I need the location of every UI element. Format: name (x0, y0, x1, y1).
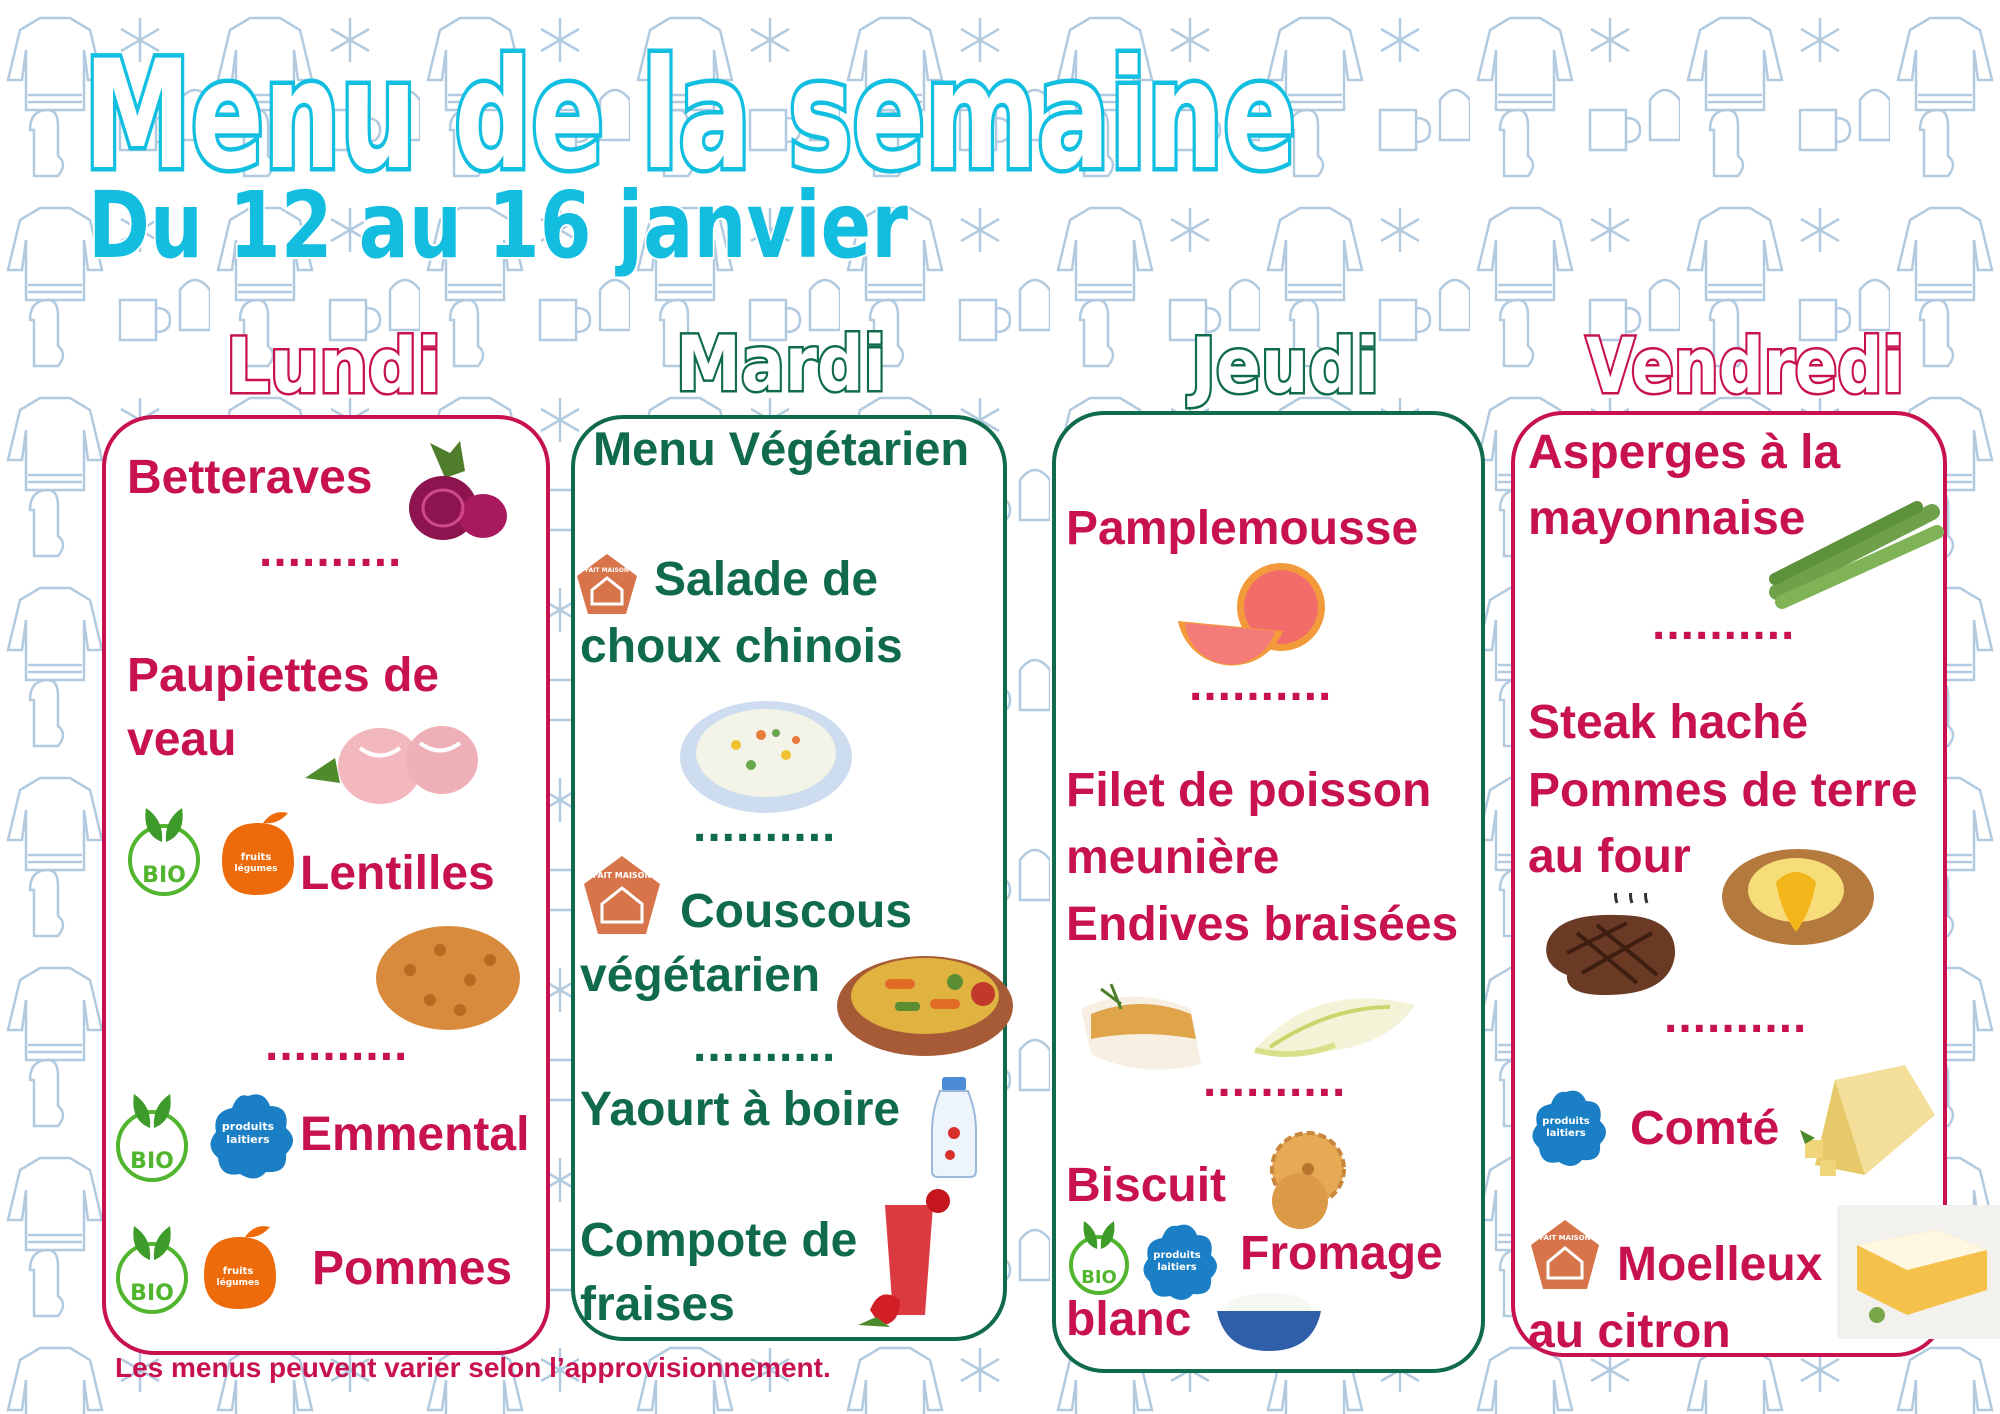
menu-item-filet-poisson-line2: meunière (1066, 831, 1280, 884)
beetroot-icon (409, 441, 507, 540)
menu-item-paupiettes: Paupiettes de (127, 649, 440, 702)
svg-text:laitiers: laitiers (1157, 1262, 1197, 1273)
fromage-blanc-bowl-icon (1217, 1293, 1321, 1351)
svg-text:produits: produits (222, 1120, 275, 1133)
menu-item-compote-line2: fraises (580, 1278, 735, 1331)
svg-text:produits: produits (1542, 1116, 1589, 1127)
svg-text:Jeudi: Jeudi (1187, 321, 1379, 410)
day-header-mardi: Mardi (674, 318, 889, 408)
svg-text:fruits: fruits (241, 852, 272, 863)
menu-item-biscuit: Biscuit (1066, 1159, 1227, 1212)
svg-text:BIO: BIO (142, 863, 186, 888)
svg-text:FAIT MAISON: FAIT MAISON (593, 871, 651, 880)
vegetarian-menu-label: Menu Végétarien (593, 422, 970, 475)
bio-logo: BIO (116, 1226, 188, 1314)
menu-item-pamplemousse: Pamplemousse (1066, 502, 1419, 555)
drinkable-yogurt-icon (931, 1077, 977, 1178)
lemon-cake-icon (1837, 1205, 2000, 1339)
supply-disclaimer: Les menus peuvent varier selon l’approvi… (115, 1352, 831, 1383)
menu-item-filet-poisson: Filet de poisson (1066, 764, 1432, 817)
separator-dots: .......... (1203, 1054, 1347, 1107)
svg-text:Lundi: Lundi (226, 321, 441, 410)
svg-text:laitiers: laitiers (226, 1133, 270, 1146)
svg-text:FAIT MAISON: FAIT MAISON (1539, 1234, 1590, 1242)
menu-item-pommes-de-terre-line2: au four (1528, 830, 1691, 883)
menu-item-salade-line2: choux chinois (580, 620, 903, 673)
separator-dots: .......... (265, 1018, 409, 1071)
svg-text:FAIT MAISON: FAIT MAISON (585, 567, 629, 574)
svg-text:Vendredi: Vendredi (1586, 321, 1904, 410)
asparagus-icon (1769, 501, 1944, 609)
biscuit-icon (1270, 1131, 1346, 1229)
separator-dots: .......... (693, 1019, 837, 1072)
page-title-block: Menu de la semaine Du 12 au 16 janvier (80, 45, 1301, 281)
lentils-icon (376, 926, 520, 1030)
baked-potato-icon (1722, 849, 1874, 945)
menu-item-couscous-line2: végétarien (580, 949, 821, 1002)
svg-text:Mardi: Mardi (676, 319, 886, 408)
svg-text:légumes: légumes (235, 863, 278, 874)
fish-fillet-icon (1081, 983, 1201, 1070)
comte-cheese-icon (1800, 1065, 1935, 1176)
grapefruit-icon (1178, 563, 1325, 666)
day-header-jeudi: Jeudi (1185, 320, 1382, 410)
separator-dots: .......... (259, 524, 403, 577)
menu-item-asperges-line2: mayonnaise (1528, 492, 1806, 545)
menu-item-fromage-blanc-line2: blanc (1066, 1293, 1192, 1346)
menu-item-comte: Comté (1630, 1102, 1780, 1155)
separator-dots: .......... (1189, 658, 1333, 711)
menu-item-couscous: Couscous (680, 885, 913, 938)
day-header-vendredi: Vendredi (1584, 320, 1907, 410)
menu-item-fromage-blanc: Fromage (1240, 1227, 1443, 1280)
menu-item-steak: Steak haché (1528, 696, 1809, 749)
veal-paupiettes-icon (305, 726, 478, 804)
steak-icon (1546, 893, 1676, 995)
endive-icon (1254, 998, 1415, 1057)
menu-item-pommes-de-terre: Pommes de terre (1528, 764, 1918, 817)
menu-item-asperges: Asperges à la (1528, 426, 1841, 479)
menu-item-moelleux: Moelleux (1617, 1238, 1823, 1291)
menu-item-paupiettes-line2: veau (127, 713, 237, 766)
bio-logo: BIO (1069, 1221, 1129, 1295)
svg-text:fruits: fruits (223, 1266, 254, 1277)
menu-item-pommes: Pommes (312, 1242, 513, 1295)
svg-text:laitiers: laitiers (1546, 1128, 1586, 1139)
menu-item-compote: Compote de (580, 1214, 858, 1267)
svg-text:BIO: BIO (1081, 1267, 1117, 1288)
menu-item-lentilles: Lentilles (300, 847, 495, 900)
separator-dots: .......... (1664, 990, 1808, 1043)
menu-item-moelleux-line2: au citron (1528, 1305, 1731, 1358)
fait-maison-logo: FAIT MAISON (577, 554, 637, 614)
fait-maison-logo: FAIT MAISON (1531, 1220, 1599, 1289)
day-header-lundi: Lundi (224, 320, 444, 410)
chinese-cabbage-salad-icon (680, 701, 852, 813)
strawberry-compote-icon (858, 1189, 950, 1327)
fait-maison-logo: FAIT MAISON (584, 856, 660, 934)
bio-logo: BIO (116, 1094, 188, 1182)
bio-logo: BIO (128, 808, 200, 896)
menu-item-endives: Endives braisées (1066, 898, 1459, 951)
menu-item-emmental: Emmental (300, 1108, 530, 1161)
menu-item-betteraves: Betteraves (127, 451, 373, 504)
couscous-icon (837, 956, 1013, 1056)
svg-text:BIO: BIO (130, 1149, 174, 1174)
svg-text:produits: produits (1153, 1250, 1200, 1261)
separator-dots: .......... (1652, 597, 1796, 650)
menu-item-salade: Salade de (654, 553, 879, 606)
svg-text:BIO: BIO (130, 1281, 174, 1306)
svg-text:légumes: légumes (217, 1277, 260, 1288)
date-range-subtitle: Du 12 au 16 janvier (88, 172, 909, 279)
page-title: Menu de la semaine (84, 45, 1296, 203)
menu-item-yaourt: Yaourt à boire (580, 1083, 901, 1136)
